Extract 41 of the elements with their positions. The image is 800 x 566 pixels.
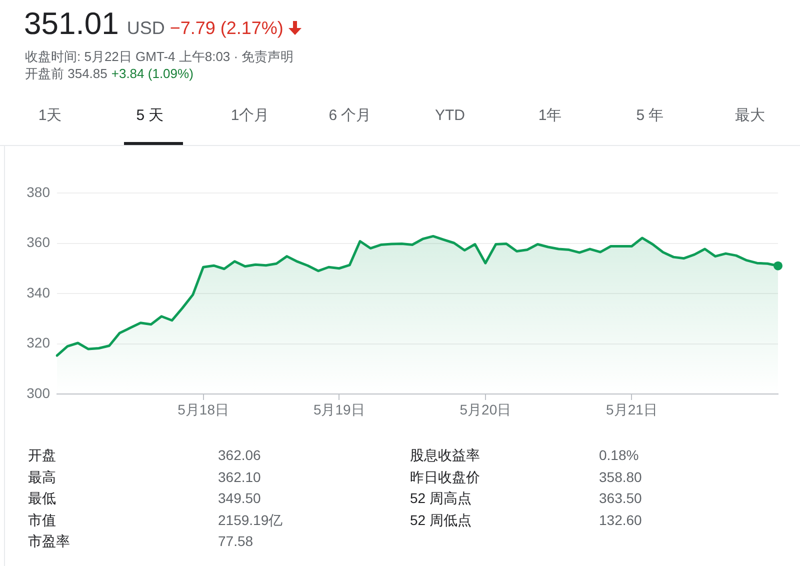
text: 开盘 bbox=[28, 446, 56, 464]
text: 77.58 bbox=[218, 532, 254, 550]
x-tick-label: 5月18日 bbox=[178, 401, 229, 418]
text: 363.50 bbox=[599, 489, 642, 507]
text: USD bbox=[126, 18, 165, 39]
text: 5 年 bbox=[635, 106, 665, 126]
text: 132.60 bbox=[599, 510, 642, 528]
y-tick-label: 380 bbox=[26, 184, 50, 200]
chart-subtitle: 收盘时间: 5月22日 GMT-4 上午8:03 · 免责声明 bbox=[25, 48, 294, 66]
text: 昨日收盘价 bbox=[410, 468, 480, 486]
text: −7.79 (2.17%) bbox=[170, 18, 284, 39]
text: 1天 bbox=[37, 106, 63, 126]
x-tick-label: 5月21日 bbox=[606, 401, 658, 418]
x-tick-label: 5月20日 bbox=[460, 401, 512, 418]
text: 5 天 bbox=[135, 106, 165, 126]
text: 1年 bbox=[537, 106, 563, 126]
y-tick-label: 300 bbox=[26, 384, 50, 401]
text: 362.06 bbox=[218, 446, 261, 464]
text: 开盘前 354.85 bbox=[25, 66, 108, 81]
text: YTD bbox=[434, 106, 466, 126]
y-tick-label: 360 bbox=[26, 234, 50, 250]
text: 股息收益率 bbox=[410, 446, 480, 464]
text: 349.50 bbox=[218, 489, 261, 507]
y-tick-label: 340 bbox=[26, 284, 50, 300]
text: +3.84 (1.09%) bbox=[111, 66, 194, 81]
text: 52 周高点 bbox=[410, 489, 472, 507]
text: 0.18% bbox=[599, 446, 639, 464]
text: 最大 bbox=[734, 106, 766, 126]
text: 市值 bbox=[28, 510, 56, 528]
text: 市盈率 bbox=[28, 532, 70, 550]
text: 最低 bbox=[28, 489, 56, 507]
text: 1个月 bbox=[230, 106, 270, 126]
text: 362.10 bbox=[218, 468, 261, 486]
text: 6 个月 bbox=[328, 106, 372, 126]
text: 最高 bbox=[28, 468, 56, 486]
text: 52 周低点 bbox=[410, 510, 472, 528]
chart-title: 351.01 bbox=[24, 6, 119, 42]
x-tick-label: 5月19日 bbox=[313, 401, 365, 418]
text: 2159.19亿 bbox=[218, 510, 283, 528]
text: 358.80 bbox=[599, 468, 642, 486]
y-tick-label: 320 bbox=[26, 334, 50, 351]
